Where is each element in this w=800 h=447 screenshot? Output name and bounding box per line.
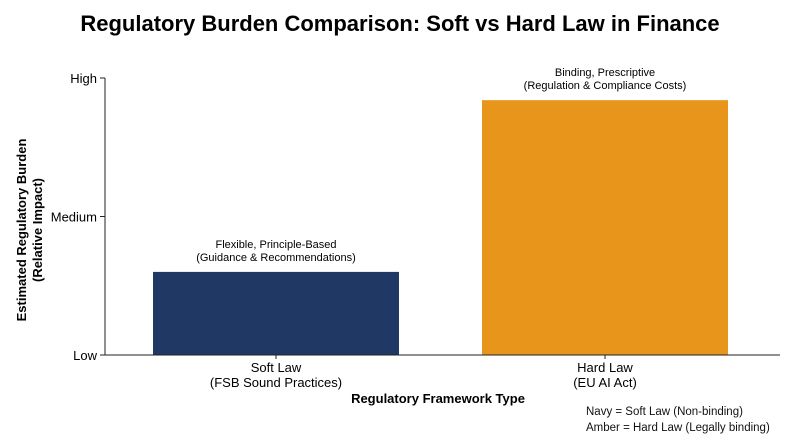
legend-note-soft-law: Navy = Soft Law (Non-binding)	[586, 406, 743, 418]
x-category-label: Soft Law	[251, 360, 302, 375]
bar-annotation-line: (Regulation & Compliance Costs)	[524, 80, 687, 92]
y-tick-label: High	[70, 71, 97, 86]
bars-group	[153, 100, 728, 355]
y-axis-title-line-2: (Relative Impact)	[30, 178, 45, 282]
bar-soft-law	[153, 271, 399, 355]
legend-note: Navy = Soft Law (Non-binding) Amber = Ha…	[586, 404, 770, 436]
y-tick-label: Medium	[51, 210, 97, 225]
bar-annotation-line: Flexible, Principle-Based	[215, 239, 336, 251]
x-category-label: (FSB Sound Practices)	[210, 375, 342, 390]
x-category-label: (EU AI Act)	[573, 375, 637, 390]
bar-annotation-line: (Guidance & Recommendations)	[196, 252, 356, 264]
y-axis-title: Estimated Regulatory Burden (Relative Im…	[14, 139, 45, 322]
bar-annotations-group: Flexible, Principle-Based(Guidance & Rec…	[196, 67, 686, 264]
y-tick-label: Low	[73, 348, 97, 363]
y-ticks-group: Low Medium High	[51, 71, 105, 363]
chart-title: Regulatory Burden Comparison: Soft vs Ha…	[80, 11, 719, 36]
legend-note-hard-law: Amber = Hard Law (Legally binding)	[586, 422, 770, 434]
y-axis-title-line-1: Estimated Regulatory Burden	[14, 139, 29, 322]
x-category-label: Hard Law	[577, 360, 633, 375]
x-axis-title: Regulatory Framework Type	[351, 391, 525, 406]
bar-hard-law	[482, 100, 728, 355]
x-categories-group: Soft Law(FSB Sound Practices) Hard Law(EU…	[210, 355, 637, 390]
bar-annotation-line: Binding, Prescriptive	[555, 67, 655, 79]
